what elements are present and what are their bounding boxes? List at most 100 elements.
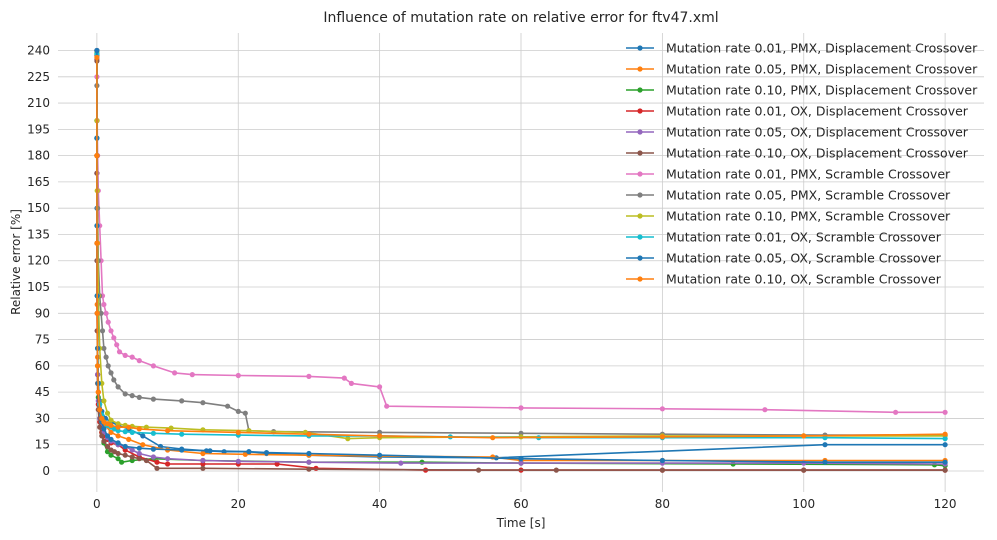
data-point bbox=[111, 377, 117, 383]
x-tick-label: 60 bbox=[513, 497, 528, 511]
y-tick-label: 150 bbox=[27, 201, 50, 215]
data-point bbox=[225, 403, 231, 409]
data-point bbox=[136, 426, 142, 432]
data-point bbox=[235, 458, 241, 464]
data-point bbox=[115, 450, 121, 457]
y-tick-label: 180 bbox=[27, 149, 50, 163]
data-point bbox=[207, 448, 213, 454]
y-tick-label: 120 bbox=[27, 254, 50, 268]
data-point bbox=[165, 461, 171, 467]
legend-label: Mutation rate 0.10, PMX, Scramble Crosso… bbox=[666, 209, 951, 224]
legend-item: Mutation rate 0.01, PMX, Scramble Crosso… bbox=[626, 167, 951, 182]
legend: Mutation rate 0.01, PMX, Displacement Cr… bbox=[626, 41, 978, 287]
legend-label: Mutation rate 0.10, OX, Displacement Cro… bbox=[666, 146, 969, 161]
data-point bbox=[115, 440, 121, 446]
x-axis-label: Time [s] bbox=[496, 516, 546, 530]
y-tick-label: 195 bbox=[27, 122, 50, 136]
series-layer bbox=[94, 47, 948, 473]
legend-label: Mutation rate 0.01, OX, Scramble Crossov… bbox=[666, 230, 942, 245]
data-point bbox=[490, 435, 496, 441]
y-tick-label: 60 bbox=[35, 359, 50, 373]
data-point bbox=[659, 457, 666, 464]
data-point bbox=[189, 372, 195, 378]
data-point bbox=[179, 431, 185, 437]
data-point bbox=[136, 394, 142, 400]
legend-label: Mutation rate 0.05, OX, Displacement Cro… bbox=[666, 125, 969, 140]
data-point bbox=[476, 467, 482, 473]
legend-swatch-marker bbox=[637, 255, 643, 261]
data-point bbox=[263, 450, 270, 456]
x-tick-label: 20 bbox=[231, 497, 246, 511]
legend-swatch-marker bbox=[637, 234, 643, 240]
legend-label: Mutation rate 0.01, OX, Displacement Cro… bbox=[666, 104, 969, 119]
data-point bbox=[122, 352, 128, 358]
data-point bbox=[200, 400, 206, 406]
chart-title: Influence of mutation rate on relative e… bbox=[323, 10, 718, 26]
y-tick-label: 165 bbox=[27, 175, 50, 189]
data-point bbox=[150, 446, 156, 452]
data-point bbox=[97, 424, 103, 430]
legend-swatch-marker bbox=[637, 192, 643, 198]
legend-label: Mutation rate 0.01, PMX, Displacement Cr… bbox=[666, 41, 978, 56]
data-point bbox=[104, 433, 111, 439]
data-point bbox=[150, 363, 156, 369]
data-point bbox=[98, 310, 104, 316]
data-point bbox=[801, 467, 807, 473]
legend-item: Mutation rate 0.05, OX, Displacement Cro… bbox=[626, 125, 969, 140]
y-tick-label: 15 bbox=[35, 438, 50, 452]
data-point bbox=[104, 443, 111, 450]
data-point bbox=[116, 349, 123, 355]
data-point bbox=[115, 384, 121, 390]
y-tick-label: 30 bbox=[35, 411, 50, 425]
legend-item: Mutation rate 0.05, OX, Scramble Crossov… bbox=[626, 251, 942, 266]
data-point bbox=[377, 452, 383, 458]
data-point bbox=[108, 417, 114, 423]
data-point bbox=[398, 460, 404, 466]
data-point bbox=[94, 54, 100, 61]
data-point bbox=[126, 424, 132, 430]
legend-swatch-marker bbox=[637, 66, 643, 72]
data-point bbox=[377, 384, 383, 390]
data-point bbox=[95, 389, 101, 395]
legend-swatch-marker bbox=[637, 150, 643, 156]
data-point bbox=[108, 422, 114, 428]
y-tick-label: 0 bbox=[42, 464, 50, 478]
data-point bbox=[762, 407, 768, 413]
data-point bbox=[115, 424, 121, 430]
data-point bbox=[518, 460, 524, 466]
data-point bbox=[200, 465, 206, 471]
data-point bbox=[108, 370, 114, 376]
data-point bbox=[235, 372, 241, 379]
data-point bbox=[101, 345, 107, 351]
data-point bbox=[111, 335, 117, 341]
data-point bbox=[103, 354, 109, 360]
data-point bbox=[179, 447, 185, 453]
x-tick-label: 80 bbox=[655, 497, 670, 511]
data-point bbox=[99, 433, 105, 439]
data-point bbox=[129, 447, 135, 453]
data-point bbox=[179, 398, 185, 404]
y-axis-label: Relative error [%] bbox=[9, 209, 23, 315]
legend-item: Mutation rate 0.01, OX, Scramble Crossov… bbox=[626, 230, 942, 245]
y-tick-label: 240 bbox=[27, 44, 50, 58]
data-point bbox=[94, 240, 100, 246]
legend-label: Mutation rate 0.05, PMX, Scramble Crosso… bbox=[666, 188, 951, 203]
y-tick-label: 90 bbox=[35, 306, 50, 320]
data-point bbox=[306, 466, 312, 472]
data-point bbox=[140, 433, 146, 439]
data-point bbox=[105, 319, 111, 325]
y-tick-labels: 0 15 30 45 60 75 90 105 120 135 150 165 180 195 210 225… bbox=[27, 44, 50, 478]
data-point bbox=[822, 442, 828, 448]
legend-swatch-marker bbox=[637, 87, 643, 93]
legend-item: Mutation rate 0.05, PMX, Displacement Cr… bbox=[626, 62, 978, 77]
data-point bbox=[172, 370, 178, 376]
y-tick-label: 75 bbox=[35, 333, 50, 347]
data-point bbox=[108, 436, 114, 442]
data-point bbox=[659, 467, 666, 473]
data-point bbox=[306, 431, 312, 437]
data-point bbox=[129, 354, 135, 360]
y-tick-label: 210 bbox=[27, 96, 50, 110]
data-point bbox=[274, 461, 280, 467]
data-point bbox=[101, 398, 107, 404]
legend-item: Mutation rate 0.01, OX, Displacement Cro… bbox=[626, 104, 969, 119]
